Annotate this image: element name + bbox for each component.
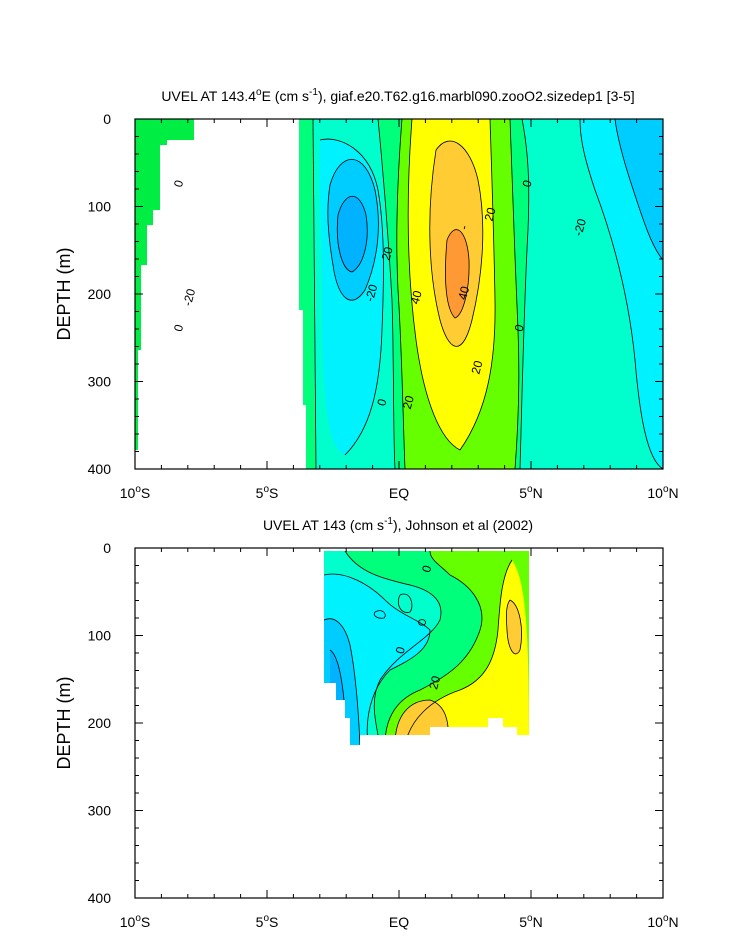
top-contour-lines [312,119,663,469]
bottom-chart-title: UVEL AT 143 (cm s-1), Johnson et al (200… [263,516,533,533]
bottom-contour-label: 20 [426,674,443,691]
bottom-y-tick-label: 400 [88,890,112,906]
bottom-x-tick-label: 5oS [256,913,279,930]
top-panel: UVEL AT 143.4oE (cm s-1), giaf.e20.T62.g… [54,87,679,501]
top-y-tick-label: 0 [103,111,111,127]
bottom-y-tick-label: 200 [88,715,112,731]
top-contour-label: -20 [571,217,589,238]
bottom-region-moderate-eastward [405,560,529,745]
top-contour-label: 0 [171,178,186,188]
bottom-y-tick-label: 0 [103,540,111,556]
bottom-contour-labels: 0 0 20 [393,563,444,690]
top-region-westward-east [615,119,663,260]
top-y-tick-label: 200 [88,286,112,302]
top-contour-label: -20 [180,287,198,308]
bottom-x-tick-label: EQ [389,914,409,930]
top-x-tick-label: 5oN [519,484,542,501]
bottom-x-tick-label: 5oN [519,913,542,930]
top-contour-label: 0 [171,323,186,333]
top-x-tick-label: 5oS [256,484,279,501]
bottom-region-strong-eastward-east [506,600,522,654]
top-contour-label: 0 [512,323,527,333]
bottom-y-axis-label: DEPTH (m) [54,677,74,770]
top-contour-label: 20 [379,245,396,262]
top-land-mask-left [135,119,194,450]
top-y-tick-label: 300 [88,374,112,390]
top-contour-label: 20 [482,206,499,223]
bottom-contour-label: 0 [419,563,434,573]
top-chart-title: UVEL AT 143.4oE (cm s-1), giaf.e20.T62.g… [161,87,634,104]
top-contour-label: - [456,224,471,231]
bottom-observed-field [324,551,529,745]
top-x-tick-label: 10oN [647,484,678,501]
top-contour-label: 20 [400,394,417,411]
bottom-x-tick-label: 10oN [647,913,678,930]
top-contour-label: 0 [374,397,389,407]
top-x-tick-label: 10oS [120,484,150,501]
top-region-strong-westward-west [337,196,368,272]
bottom-y-tick-label: 300 [88,803,112,819]
top-y-axis-label: DEPTH (m) [54,248,74,341]
bottom-x-tick-label: 10oS [120,913,150,930]
bottom-contour-lines [324,551,522,745]
bottom-contour-label: 0 [393,645,408,655]
top-region-very-strong-eastward [445,229,470,318]
top-contour-label: 20 [468,359,485,376]
top-y-tick-label: 100 [88,199,112,215]
top-x-tick-label: EQ [389,485,409,501]
top-y-tick-label: 400 [88,461,112,477]
top-contour-label: 40 [455,284,472,301]
bottom-contour-field: 0 0 20 [324,551,529,745]
top-contour-label: -20 [362,282,380,303]
bottom-panel: UVEL AT 143 (cm s-1), Johnson et al (200… [54,516,679,930]
top-contour-label: 0 [520,178,535,188]
bottom-y-tick-label: 100 [88,628,112,644]
top-contour-label: 40 [408,289,425,306]
